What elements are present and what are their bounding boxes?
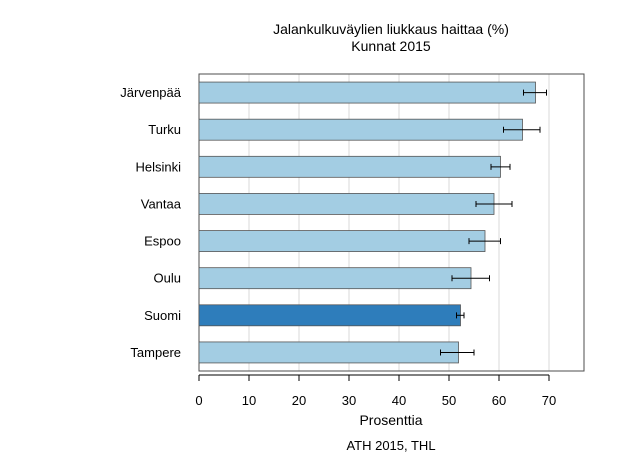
category-label-tampere: Tampere [130,345,181,360]
source-note: ATH 2015, THL [346,438,435,453]
x-tick-label-40: 40 [392,393,406,408]
x-tick-label-70: 70 [542,393,556,408]
category-labels: Järvenpää Turku Helsinki Vantaa Espoo Oulu Suo… [120,85,181,360]
x-axis: 0 10 20 30 40 50 60 70 [195,374,556,408]
error-bar-suomi [456,312,465,319]
x-tick-label-20: 20 [292,393,306,408]
error-bars [440,89,547,356]
x-tick-label-30: 30 [342,393,356,408]
bars [198,81,536,364]
error-bar-tampere [440,349,475,356]
bar-jarvenpaa [198,81,536,104]
x-axis-label: Prosenttia [359,412,422,428]
bar-helsinki [198,155,501,178]
category-label-helsinki: Helsinki [135,159,181,174]
x-tick-label-50: 50 [442,393,456,408]
bar-vantaa [198,193,495,215]
bar-tampere [198,341,459,364]
error-bar-espoo [468,238,501,245]
error-bar-oulu [451,275,490,282]
x-tick-label-60: 60 [492,393,506,408]
category-label-oulu: Oulu [154,271,181,286]
error-bar-jarvenpaa [523,89,547,96]
gridlines [248,74,550,371]
plot-frame [198,73,585,372]
bar-espoo [198,230,486,252]
category-label-jarvenpaa: Järvenpää [120,85,181,100]
x-tick-label-0: 0 [195,393,202,408]
error-bar-vantaa [475,200,513,207]
chart-subtitle: Kunnat 2015 [351,38,431,54]
category-label-suomi: Suomi [144,308,181,323]
error-bar-helsinki [490,163,511,170]
chart-title: Jalankulkuväylien liukkaus haittaa (%) [273,21,509,37]
bar-oulu [198,267,472,290]
category-label-vantaa: Vantaa [141,196,182,211]
category-label-turku: Turku [148,122,181,137]
category-label-espoo: Espoo [144,234,181,249]
error-bar-turku [503,126,541,133]
bar-turku [198,118,523,141]
bar-suomi [198,304,461,327]
x-tick-label-10: 10 [242,393,256,408]
